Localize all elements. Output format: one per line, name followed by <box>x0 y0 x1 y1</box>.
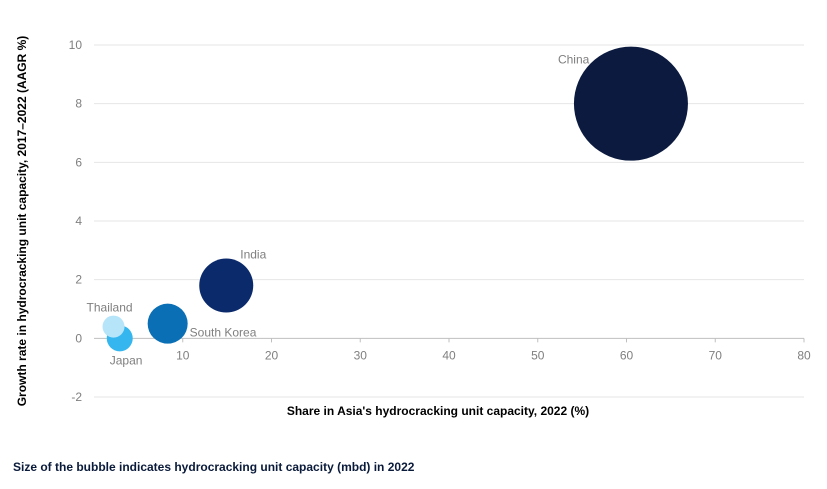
axes: -2 0 2 4 6 8 10 10 20 30 40 50 60 70 80 <box>69 38 811 404</box>
x-axis-title: Share in Asia's hydrocracking unit capac… <box>287 404 589 418</box>
x-tick-label: 20 <box>265 348 279 362</box>
bubble-label-south-korea: South Korea <box>190 326 257 340</box>
bubble-india <box>199 258 254 313</box>
y-tick-label: 8 <box>75 97 82 111</box>
bubble-south-korea <box>147 303 188 344</box>
y-tick-label: 2 <box>75 273 82 287</box>
x-tick-label: 60 <box>620 348 634 362</box>
bubble-size-footnote: Size of the bubble indicates hydrocracki… <box>13 460 415 474</box>
y-tick-label: -2 <box>71 390 82 404</box>
bubble-thailand <box>102 315 125 338</box>
bubble-label-thailand: Thailand <box>87 301 133 315</box>
x-tick-label: 30 <box>354 348 368 362</box>
y-tick-label: 6 <box>75 155 82 169</box>
x-tick-label: 40 <box>442 348 456 362</box>
x-tick-label: 80 <box>797 348 811 362</box>
bubble-china <box>573 46 688 161</box>
bubbles <box>102 46 688 352</box>
bubble-label-india: India <box>240 248 266 262</box>
bubble-label-china: China <box>558 53 590 67</box>
bubble-label-japan: Japan <box>110 353 143 367</box>
grid-lines <box>94 44 804 398</box>
y-tick-label: 4 <box>75 214 82 228</box>
y-tick-label: 10 <box>69 38 83 52</box>
x-tick-label: 70 <box>709 348 723 362</box>
y-axis-title: Growth rate in hydrocracking unit capaci… <box>15 36 29 407</box>
x-tick-label: 50 <box>531 348 545 362</box>
bubble-labels: China India South Korea Japan Thailand <box>87 53 590 368</box>
y-tick-label: 0 <box>75 331 82 345</box>
x-tick-label: 10 <box>176 348 190 362</box>
